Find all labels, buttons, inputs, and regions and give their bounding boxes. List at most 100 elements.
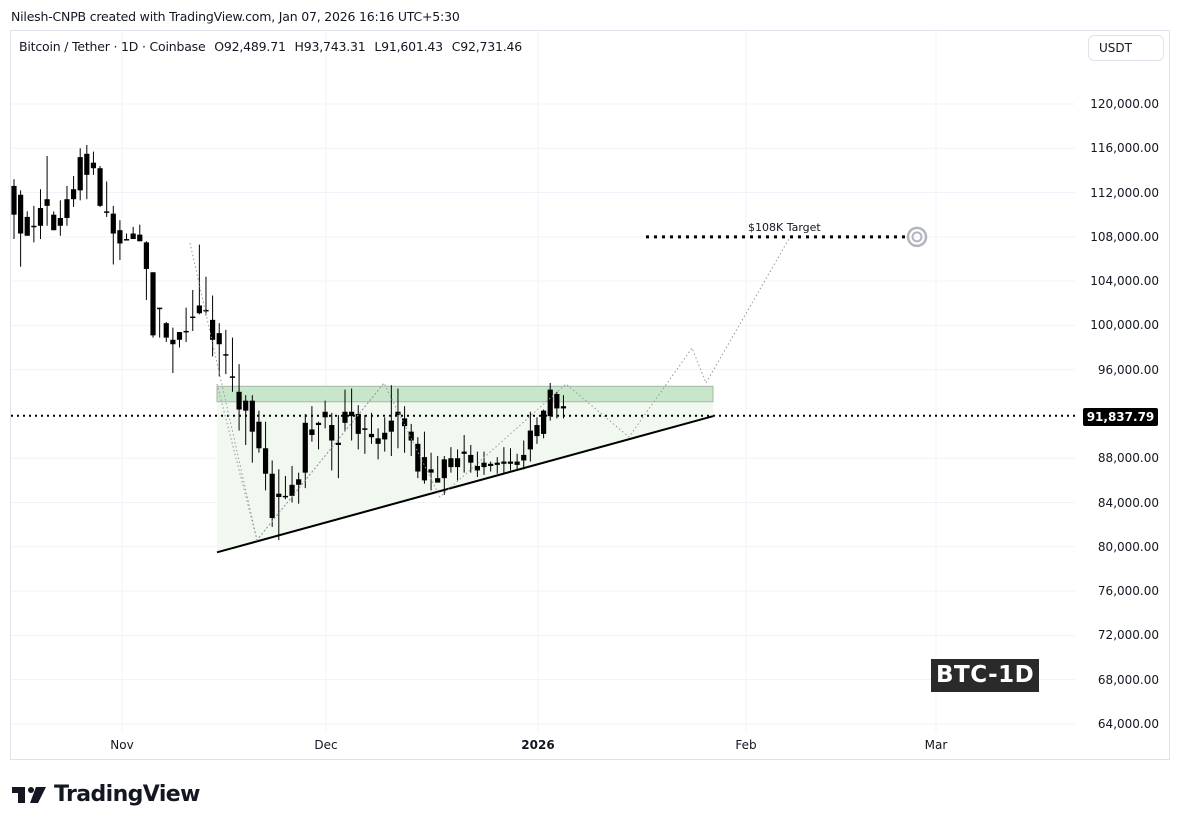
last-price-label: 91,837.79 [1083,408,1158,426]
price-tick-label: 84,000.00 [1097,495,1159,510]
candle [150,272,156,338]
price-axis[interactable]: 120,000.00 116,000.00 112,000.00 108,000.00… [1075,60,1170,732]
candle [560,395,567,419]
candle [521,440,527,470]
time-tick-label: Nov [110,738,134,752]
candle-body [329,425,335,441]
candle [547,382,553,421]
candle [64,185,70,226]
candle-body [560,406,567,409]
candle-body [150,272,156,336]
candle [229,337,236,392]
candle [51,211,57,231]
candle-body [514,461,520,465]
overlay-drawings [11,226,1075,554]
candle-body [415,443,421,472]
candle-body [368,433,375,438]
candle-body [448,458,454,468]
candle-body [289,484,295,496]
symbol-title[interactable]: Bitcoin / Tether · 1D · Coinbase [19,39,206,54]
candle-body [554,394,560,409]
candle [163,322,169,343]
candle [223,329,229,375]
price-tick-label: 100,000.00 [1090,318,1159,333]
candle [315,421,322,450]
candle-body [309,429,315,435]
candle-body [123,239,130,241]
time-axis[interactable]: Nov Dec 2026 Feb Mar [10,732,1075,760]
ohlc-close: C92,731.46 [451,39,523,54]
candle [210,295,216,357]
candle-body [494,462,500,465]
price-tick-label: 116,000.00 [1090,141,1159,156]
candle-body [203,309,209,312]
candle-body [84,153,90,175]
candle-body [322,411,328,418]
candle [368,412,375,444]
candle [362,415,368,454]
candle-body [296,479,302,485]
candle-body [77,157,83,191]
candle [342,389,348,432]
price-tick-label: 96,000.00 [1097,362,1159,377]
candle [262,421,269,491]
candle-body [256,421,262,449]
candle [428,452,434,491]
candle [276,469,282,541]
swing-path [216,382,385,542]
price-tick-label: 120,000.00 [1090,97,1159,111]
candle [143,241,149,300]
candle [527,411,533,462]
candle-body [461,451,467,454]
candle-body [37,208,44,226]
candle-body [64,199,70,219]
time-tick-label: Dec [314,738,338,752]
candle-body [190,316,196,319]
candle [216,323,222,377]
target-icon-inner [911,231,923,243]
candle-body [176,332,183,340]
candle [421,431,428,484]
candle [256,410,262,453]
candle-body [335,442,341,445]
candle [24,211,30,236]
candle [481,451,487,475]
candle [123,233,130,241]
candle-body [137,234,143,242]
candle [501,447,507,474]
candle-body [501,461,507,464]
price-tick-label: 104,000.00 [1090,274,1159,289]
triangle-pattern [216,385,714,553]
candle [296,472,302,504]
tradingview-logo[interactable]: TradingView [12,782,200,807]
candle-body [468,454,474,463]
candle-body [349,411,355,417]
candle-body [395,411,401,416]
candle-body [70,189,77,200]
currency-button[interactable]: USDT [1088,35,1164,61]
candle-body [388,420,394,432]
candle-body [355,413,361,434]
candle [441,456,447,495]
candle [454,449,461,481]
price-tick-label: 76,000.00 [1097,584,1159,599]
candle [329,412,335,471]
target-label: $108K Target [748,221,821,234]
candle-body [315,422,322,426]
candle [448,447,454,473]
time-tick-label: Feb [735,738,757,752]
candle [375,428,381,460]
chart-watermark: BTC-1D [931,659,1040,692]
candle-body [521,454,527,461]
candle-body [110,213,116,234]
candle [110,205,116,265]
candle-body [163,323,169,338]
candle-body [547,389,553,417]
time-tick-label: Mar [924,738,948,752]
candle-body [229,376,236,378]
candle [534,417,540,444]
candle-body [408,431,414,441]
candle [196,244,202,315]
candle [401,406,408,453]
